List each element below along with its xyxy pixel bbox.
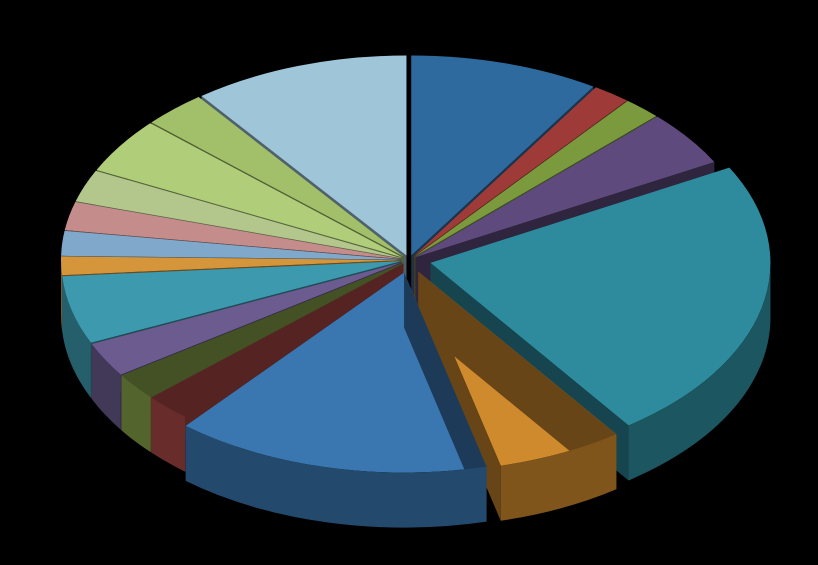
pie-chart-3d: [0, 0, 818, 565]
